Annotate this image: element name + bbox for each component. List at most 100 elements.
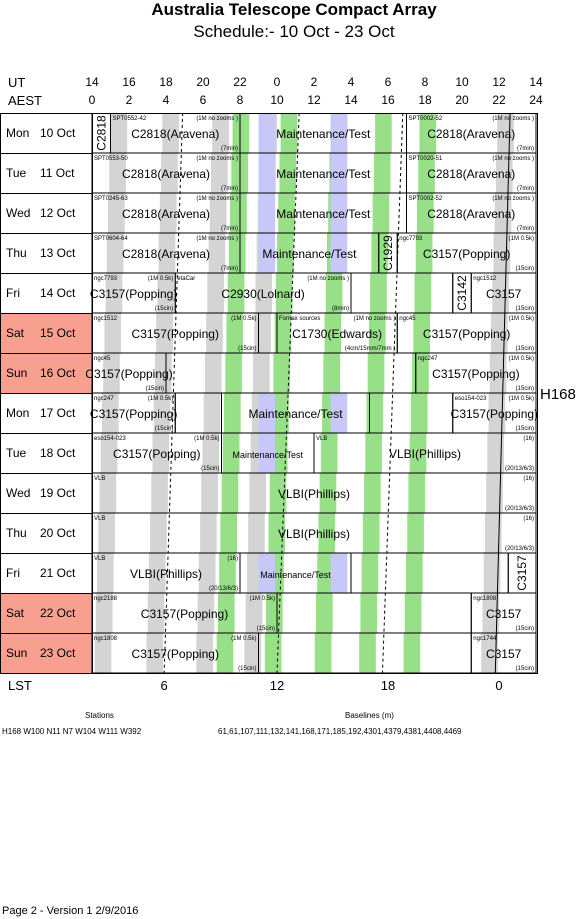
- aest-tick: 6: [199, 93, 207, 107]
- block-source-label: ngc45: [94, 356, 111, 362]
- grey-night-band: [100, 433, 118, 473]
- green-night-band: [224, 393, 241, 433]
- grey-night-band: [255, 273, 273, 313]
- grid-frame: [0, 113, 538, 674]
- project-label: C3157: [486, 647, 522, 661]
- maintenance-band: [258, 113, 276, 153]
- grey-night-band: [206, 313, 223, 353]
- ut-tick: 12: [492, 75, 506, 89]
- version-footer: Page 2 - Version 1 2/9/2016: [2, 905, 139, 917]
- row-date-label: 14 Oct: [40, 286, 76, 300]
- green-night-band: [272, 393, 289, 433]
- row-day-label: Mon: [6, 406, 29, 420]
- aest-tick: 2: [125, 93, 133, 107]
- block-band-label: (15cin): [201, 466, 219, 472]
- grey-night-band: [146, 633, 164, 673]
- row-day-label: Tue: [6, 446, 27, 460]
- ut-tick: 14: [529, 75, 543, 89]
- block-band-label: (15cin): [155, 306, 173, 312]
- grey-night-band: [253, 353, 270, 393]
- grey-night-band: [196, 633, 214, 673]
- project-label: C3157(Popping): [113, 447, 200, 461]
- row-day-label: Wed: [6, 486, 30, 500]
- row-day-label: Wed: [6, 206, 30, 220]
- block-mode-label: (1M 0.5k): [231, 316, 256, 322]
- green-night-band: [373, 153, 391, 193]
- green-night-band: [413, 313, 430, 353]
- aest-tick: 24: [529, 93, 543, 107]
- block-source-label: VLB: [316, 436, 327, 442]
- grey-night-band: [244, 633, 262, 673]
- lst-tick: 0: [495, 678, 503, 693]
- project-label: Maintenance/Test: [276, 167, 371, 181]
- green-night-band: [225, 353, 242, 393]
- green-night-band: [220, 513, 238, 553]
- block-source-label: eso154-023: [455, 396, 487, 402]
- green-night-band: [269, 473, 287, 513]
- green-night-band: [277, 233, 294, 273]
- block-band-label: (15cin): [516, 266, 534, 272]
- block-band-label: (20/13/6/3): [505, 546, 534, 552]
- grey-night-band: [208, 233, 226, 273]
- block-mode-label: (1M no zooms ): [196, 156, 238, 162]
- project-label: Maintenance/Test: [232, 450, 303, 460]
- project-label-vertical: C3142: [455, 275, 469, 311]
- block-source-label: ngc247: [418, 356, 438, 362]
- block-mode-label: (1M no zooms ): [492, 116, 534, 122]
- ut-tick: 22: [233, 75, 247, 89]
- grey-night-band: [212, 113, 229, 153]
- grey-night-band: [108, 193, 125, 233]
- project-label: C3157(Popping): [451, 407, 538, 421]
- grey-night-band: [157, 273, 175, 313]
- grey-night-band: [156, 313, 173, 353]
- project-label: C3157(Popping): [90, 407, 177, 421]
- project-label: C3157(Popping): [132, 327, 219, 341]
- ut-tick: 4: [347, 75, 355, 89]
- project-label: C3157(Popping): [132, 647, 219, 661]
- grey-night-band: [161, 153, 178, 193]
- block-mode-label: (1M no zooms ): [307, 276, 349, 282]
- green-night-band: [227, 273, 245, 313]
- green-night-band: [268, 513, 286, 553]
- block-mode-label: (16): [523, 516, 534, 522]
- ut-tick: 6: [384, 75, 392, 89]
- green-night-band: [417, 193, 434, 233]
- block-mode-label: (1M 0.5k): [194, 436, 219, 442]
- project-label: C3157: [486, 287, 522, 301]
- block-source-label: ngc7793: [94, 276, 118, 282]
- green-night-band: [409, 433, 427, 473]
- grey-night-band: [147, 593, 165, 633]
- grey-night-band: [97, 553, 114, 593]
- grey-night-band: [104, 313, 122, 353]
- block-source-label: ngc1808: [94, 636, 118, 642]
- block-band-label: (7min): [517, 186, 534, 192]
- block-source-label: ngc45: [399, 316, 416, 322]
- baselines-title: Baselines (m): [345, 711, 394, 720]
- green-night-band: [319, 473, 337, 513]
- project-label: C2818(Aravena): [131, 127, 219, 141]
- grey-night-band: [203, 393, 221, 433]
- block-mode-label: (1M 0.5k): [231, 636, 256, 642]
- project-label: VLBI(Phillips): [278, 487, 350, 501]
- maintenance-band: [258, 233, 276, 273]
- green-night-band: [320, 433, 338, 473]
- project-label: C3157(Popping): [423, 247, 510, 261]
- maintenance-band: [330, 113, 348, 153]
- project-label: Maintenance/Test: [262, 247, 357, 261]
- row-day-label: Fri: [6, 566, 20, 580]
- block-mode-label: (1M 0.5k): [509, 396, 534, 402]
- project-label: Maintenance/Test: [276, 127, 371, 141]
- grey-night-band: [95, 593, 113, 633]
- maintenance-band: [258, 433, 276, 473]
- block-band-label: (7min): [517, 226, 534, 232]
- maintenance-band: [258, 193, 276, 233]
- block-source-label: ngc1512: [473, 276, 497, 282]
- block-mode-label: (1M 0.5k): [509, 356, 534, 362]
- block-source-label: VLB: [94, 516, 105, 522]
- block-source-label: ngc247: [94, 396, 114, 402]
- project-label: Maintenance/Test: [260, 570, 331, 580]
- green-night-band: [419, 113, 437, 153]
- block-source-label: VLB: [94, 476, 105, 482]
- row-date-label: 15 Oct: [40, 326, 76, 340]
- page-title: Australia Telescope Compact Array: [151, 0, 437, 19]
